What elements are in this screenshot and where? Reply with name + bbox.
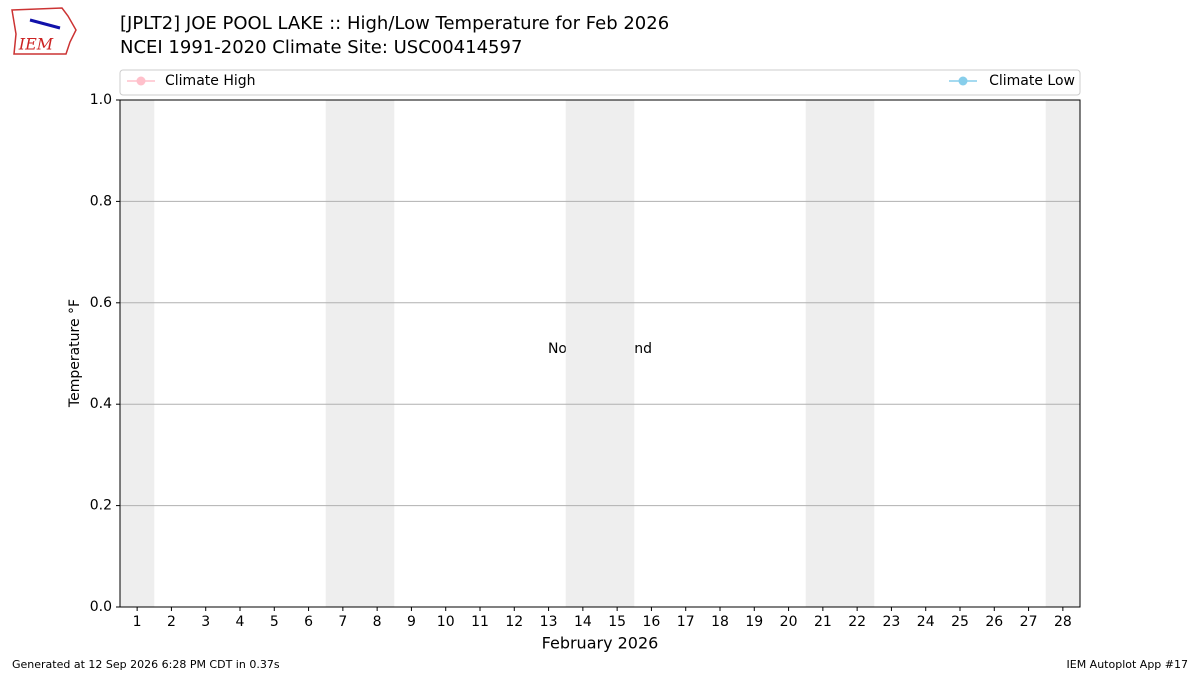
x-tick-label: 13	[540, 614, 558, 630]
x-axis-label: February 2026	[542, 634, 659, 653]
shaded-range	[120, 100, 155, 607]
plot-frame	[119, 99, 1081, 608]
x-tick-label: 17	[677, 614, 695, 630]
logo: IEM	[11, 7, 77, 55]
x-tick-label: 16	[643, 614, 661, 630]
x-tick-label: 24	[917, 614, 935, 630]
y-axis-label: Temperature °F	[67, 299, 83, 408]
x-tick-label: 22	[848, 614, 866, 630]
y-tick-label: 0.0	[90, 599, 112, 615]
x-tick-label: 25	[951, 614, 969, 630]
x-tick-label: 15	[608, 614, 626, 630]
shaded-range	[1045, 100, 1080, 607]
y-tick-label: 1.0	[90, 92, 112, 108]
y-tick-label: 0.2	[90, 498, 112, 514]
x-tick-label: 6	[304, 614, 313, 630]
x-tick-label: 1	[133, 614, 142, 630]
x-tick-label: 26	[985, 614, 1003, 630]
legend-box	[119, 69, 1081, 96]
x-tick-label: 8	[373, 614, 382, 630]
logo-mark	[29, 18, 61, 30]
chart-title: [JPLT2] JOE POOL LAKE :: High/Low Temper…	[120, 13, 669, 34]
footer-left: Generated at 12 Sep 2026 6:28 PM CDT in …	[12, 658, 280, 671]
shaded-range	[805, 100, 875, 607]
x-tick-label: 12	[505, 614, 523, 630]
y-tick-label: 0.4	[90, 396, 112, 412]
x-tick-label: 23	[883, 614, 901, 630]
x-tick-label: 27	[1020, 614, 1038, 630]
y-tick-label: 0.8	[90, 193, 112, 209]
x-tick-label: 19	[745, 614, 763, 630]
x-tick-label: 21	[814, 614, 832, 630]
x-tick-label: 10	[437, 614, 455, 630]
legend-label: Climate High	[165, 73, 256, 89]
x-tick-label: 9	[407, 614, 416, 630]
shaded-range	[325, 100, 395, 607]
x-tick-label: 14	[574, 614, 592, 630]
x-tick-label: 3	[201, 614, 210, 630]
y-tick-label: 0.6	[90, 295, 112, 311]
legend-marker	[958, 76, 968, 86]
legend-marker	[136, 76, 146, 86]
x-tick-label: 4	[236, 614, 245, 630]
x-tick-label: 18	[711, 614, 729, 630]
x-tick-label: 7	[338, 614, 347, 630]
x-tick-label: 20	[780, 614, 798, 630]
x-tick-label: 2	[167, 614, 176, 630]
chart-subtitle: NCEI 1991-2020 Climate Site: USC00414597	[120, 37, 522, 58]
x-tick-label: 28	[1054, 614, 1072, 630]
shaded-range	[565, 100, 635, 607]
x-tick-label: 11	[471, 614, 489, 630]
legend-label: Climate Low	[989, 73, 1075, 89]
footer-right: IEM Autoplot App #17	[1067, 658, 1189, 671]
logo-outline	[11, 7, 77, 55]
logo-text: IEM	[18, 35, 54, 54]
x-tick-label: 5	[270, 614, 279, 630]
